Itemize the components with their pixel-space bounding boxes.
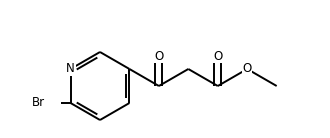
Text: O: O <box>243 63 252 75</box>
Text: O: O <box>213 50 222 63</box>
Text: Br: Br <box>32 96 45 109</box>
Text: N: N <box>66 63 75 75</box>
Text: O: O <box>154 50 163 63</box>
